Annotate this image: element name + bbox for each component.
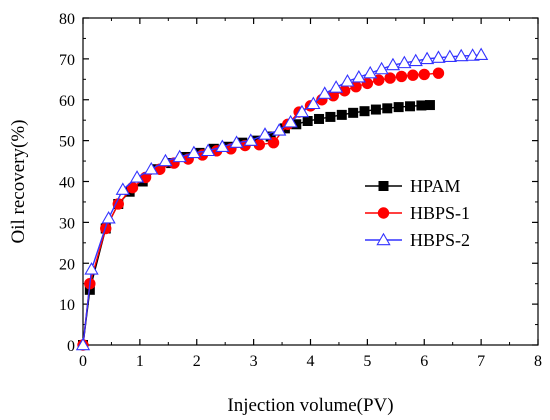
series-hbps-2	[75, 47, 489, 351]
y-axis-label: Oil recovery(%)	[8, 120, 29, 244]
data-point	[336, 109, 347, 120]
data-point	[442, 49, 457, 63]
x-tick-label: 1	[136, 353, 144, 370]
data-point	[115, 182, 130, 195]
legend-item: HPAM	[365, 176, 460, 196]
data-point	[424, 100, 435, 111]
data-point	[397, 55, 412, 69]
data-point	[328, 80, 344, 93]
data-point	[283, 114, 298, 128]
legend-marker	[378, 181, 389, 191]
data-point	[370, 104, 381, 115]
data-point	[101, 210, 116, 224]
legend-marker	[377, 207, 390, 219]
data-point	[419, 51, 435, 65]
data-point	[272, 123, 287, 136]
y-tick-label: 0	[67, 338, 75, 355]
legend-item: HBPS-1	[365, 203, 470, 223]
y-tick-label: 70	[59, 52, 75, 69]
series-layer	[75, 47, 489, 351]
x-tick-label: 6	[420, 353, 428, 370]
y-tick-label: 20	[59, 256, 75, 273]
data-point	[408, 53, 423, 67]
data-point	[75, 337, 91, 351]
y-tick-label: 30	[59, 215, 75, 232]
series-line	[82, 54, 482, 346]
data-point	[395, 70, 408, 83]
data-point	[393, 102, 404, 113]
data-point	[405, 101, 416, 112]
data-point	[432, 67, 445, 79]
data-point	[348, 107, 359, 118]
data-point	[172, 149, 187, 163]
data-point	[454, 48, 469, 62]
data-point	[431, 50, 446, 63]
data-point	[359, 106, 370, 117]
data-point	[267, 136, 280, 149]
data-point	[186, 145, 202, 159]
x-tick-label: 8	[534, 353, 542, 370]
legend-marker	[376, 232, 391, 246]
data-point	[84, 262, 99, 275]
x-tick-label: 0	[79, 353, 87, 370]
legend: HPAM HBPS-1 HBPS-2	[365, 176, 470, 250]
data-point	[302, 116, 313, 127]
x-tick-label: 3	[250, 353, 258, 370]
data-point	[144, 161, 159, 175]
data-point	[215, 139, 230, 152]
y-tick-label: 60	[59, 93, 75, 110]
data-point	[374, 61, 389, 75]
legend-label: HBPS-2	[410, 230, 470, 250]
y-tick-label: 50	[59, 134, 75, 151]
data-point	[317, 86, 332, 99]
data-point	[314, 113, 325, 124]
x-tick-label: 4	[307, 353, 315, 370]
data-point	[473, 47, 489, 60]
data-point	[325, 111, 336, 122]
data-point	[363, 65, 378, 79]
data-point	[229, 135, 244, 148]
data-point	[129, 170, 145, 183]
data-point	[385, 57, 401, 71]
plot-frame	[82, 17, 539, 346]
data-point	[340, 74, 355, 87]
data-point	[351, 69, 366, 83]
x-tick-label: 2	[193, 353, 201, 370]
data-point	[243, 133, 258, 146]
data-point	[294, 104, 310, 118]
y-tick-label: 40	[59, 175, 75, 192]
legend-label: HBPS-1	[410, 203, 470, 223]
data-point	[158, 153, 173, 167]
legend-label: HPAM	[410, 176, 460, 196]
y-tick-label: 80	[59, 11, 75, 28]
x-tick-label: 7	[477, 353, 485, 370]
data-point	[200, 143, 216, 157]
legend-item: HBPS-2	[365, 230, 470, 250]
data-point	[257, 127, 273, 140]
x-tick-label: 5	[363, 353, 371, 370]
data-point	[407, 69, 419, 81]
data-point	[416, 100, 427, 111]
data-point	[382, 103, 393, 114]
data-point	[384, 72, 396, 84]
x-axis-label: Injection volume(PV)	[227, 395, 393, 416]
data-point	[306, 96, 321, 110]
y-tick-label: 10	[59, 297, 75, 314]
data-point	[418, 68, 430, 81]
